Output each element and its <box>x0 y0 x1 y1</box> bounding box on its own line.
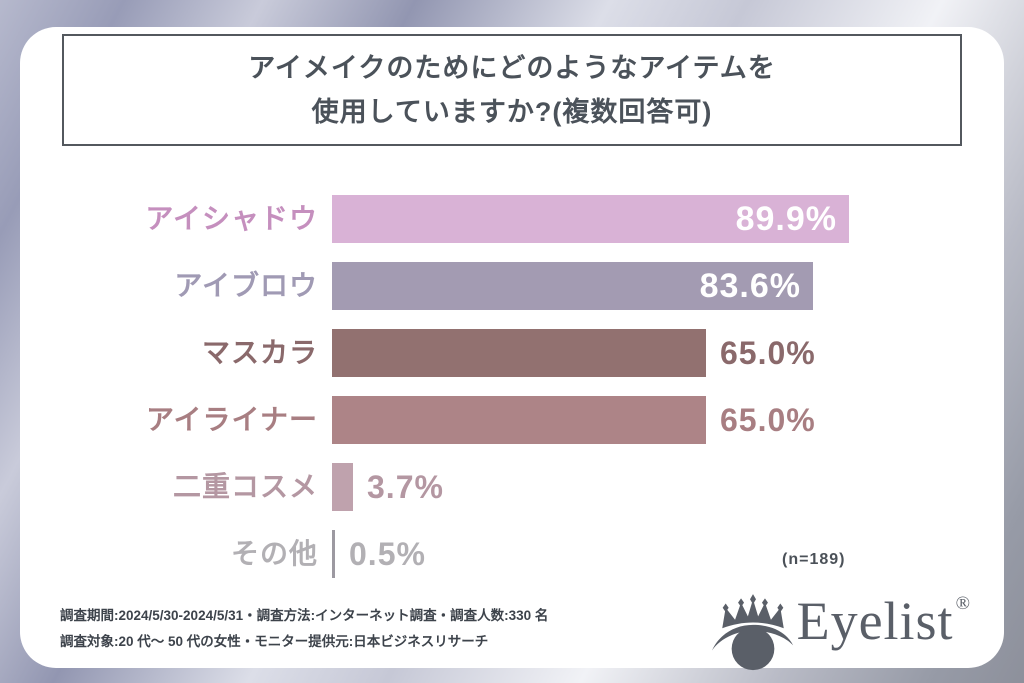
infographic-card: アイメイクのためにどのようなアイテムを 使用していますか?(複数回答可) アイシ… <box>20 27 1004 671</box>
bar-value: 65.0% <box>720 402 816 438</box>
chart-row: アイシャドウ 89.9% <box>20 195 1004 243</box>
chart-title-line2: 使用していますか?(複数回答可) <box>311 97 713 127</box>
bar <box>332 463 353 511</box>
chart-row: アイライナー 65.0% <box>20 396 1004 444</box>
survey-footnote-line1: 調査期間:2024/5/30-2024/5/31・調査方法:インターネット調査・… <box>60 608 549 623</box>
chart-title-line1: アイメイクのためにどのようなアイテムを <box>248 53 776 83</box>
bar-label: アイブロウ <box>174 270 318 301</box>
bar-value: 89.9% <box>735 200 837 238</box>
bar-label: アイシャドウ <box>145 203 318 234</box>
bar <box>332 329 706 377</box>
bar-label: マスカラ <box>201 337 318 368</box>
chart-title-box: アイメイクのためにどのようなアイテムを 使用していますか?(複数回答可) <box>62 34 962 146</box>
bar: 83.6% <box>332 262 813 310</box>
crown-eye-icon <box>711 594 793 671</box>
eyelist-logo-text: Eyelist <box>796 591 954 651</box>
bar-label: 二重コスメ <box>172 471 318 502</box>
bar-value: 3.7% <box>367 469 444 505</box>
bar: 89.9% <box>332 195 849 243</box>
sample-size-note: (n=189) <box>782 551 846 568</box>
eyelist-logo: Eyelist ® <box>709 583 970 671</box>
bar-label: その他 <box>230 538 318 569</box>
chart-row: マスカラ 65.0% <box>20 329 1004 377</box>
survey-footnote: 調査期間:2024/5/30-2024/5/31・調査方法:インターネット調査・… <box>60 603 548 655</box>
survey-footnote-line2: 調査対象:20 代〜 50 代の女性・モニター提供元:日本ビジネスリサーチ <box>60 634 489 649</box>
bar-value: 65.0% <box>720 335 816 371</box>
bar <box>332 396 706 444</box>
chart-row: 二重コスメ 3.7% <box>20 463 1004 511</box>
bar-chart: アイシャドウ 89.9% アイブロウ 83.6% マスカラ 65.0% アイライナー 65.0… <box>20 27 1004 668</box>
bar <box>332 530 335 578</box>
bar-label: アイライナー <box>145 404 318 435</box>
bar-value: 0.5% <box>349 536 426 572</box>
registered-trademark-mark: ® <box>955 593 970 614</box>
chart-row: その他 0.5% <box>20 530 1004 578</box>
bar-value: 83.6% <box>699 267 801 305</box>
chart-row: アイブロウ 83.6% <box>20 262 1004 310</box>
